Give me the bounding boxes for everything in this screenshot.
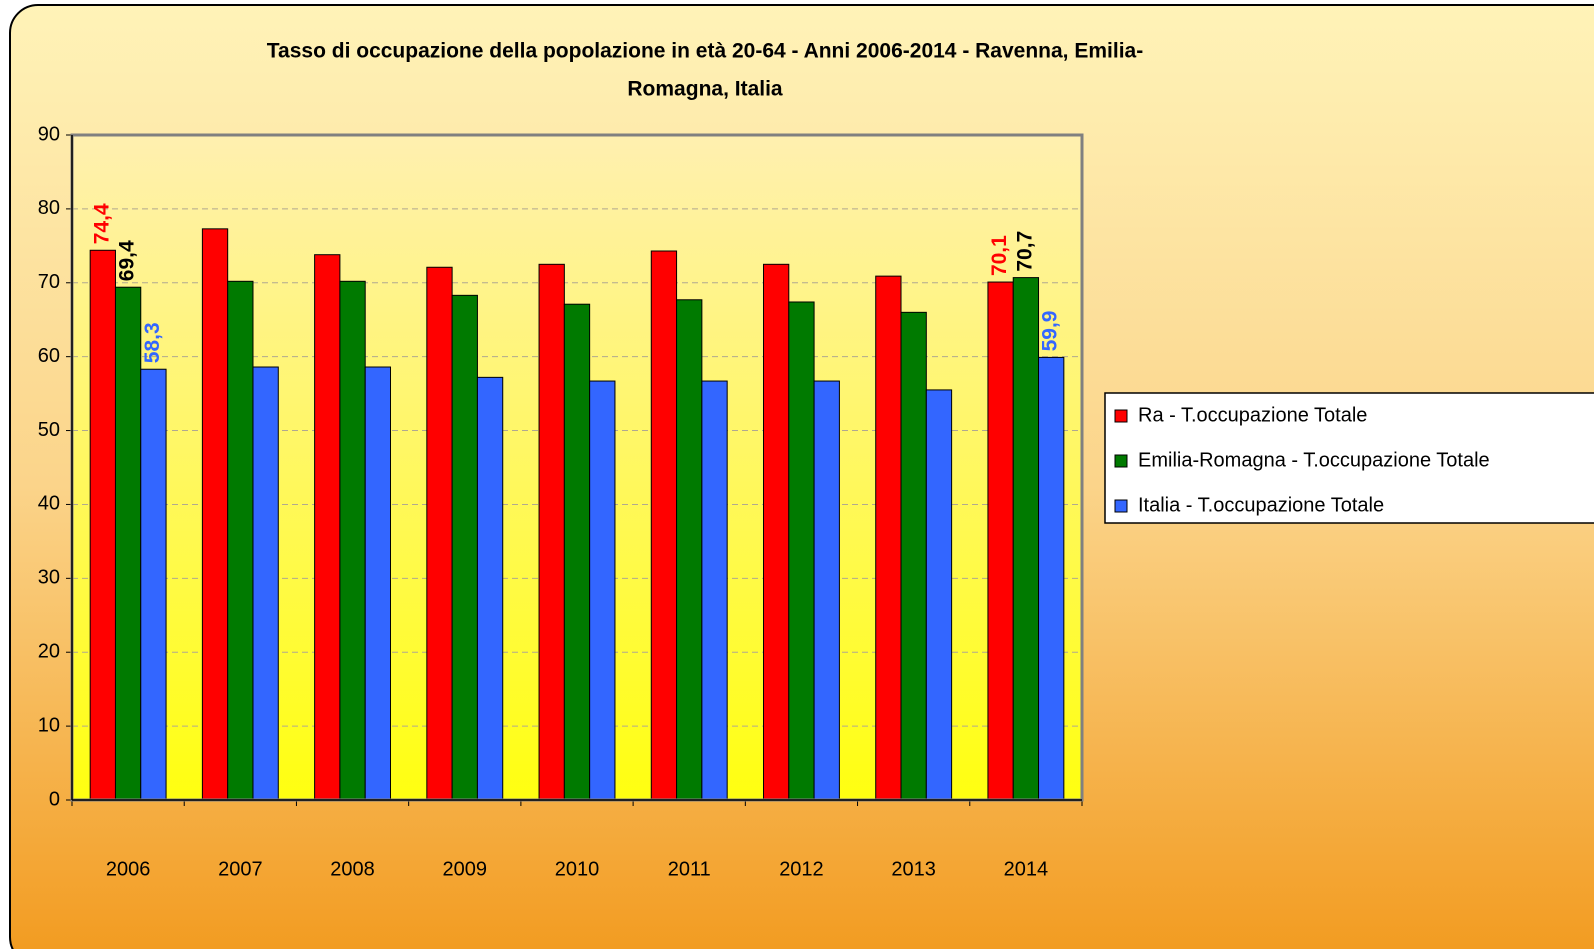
bar — [114, 286, 142, 801]
y-tick-label: 70 — [38, 271, 60, 293]
y-tick-label: 40 — [38, 493, 60, 515]
x-tick-label: 2009 — [443, 858, 488, 880]
bar — [925, 389, 953, 801]
x-tick-label: 2014 — [1004, 858, 1049, 880]
bar — [476, 376, 504, 801]
x-tick-label: 2010 — [555, 858, 600, 880]
chart-title: Romagna, Italia — [627, 78, 783, 101]
data-label: 59,9 — [1039, 311, 1062, 352]
bar — [364, 366, 392, 801]
y-tick-label: 90 — [38, 123, 60, 145]
bar — [339, 280, 366, 801]
bar — [788, 301, 815, 801]
bar — [987, 281, 1014, 801]
x-tick-label: 2012 — [779, 858, 824, 880]
data-label: 69,4 — [116, 240, 139, 281]
bar — [538, 263, 565, 801]
bar — [227, 280, 254, 801]
x-tick-label: 2008 — [330, 858, 375, 880]
bar — [762, 263, 790, 801]
bar — [451, 294, 478, 801]
bar — [1012, 277, 1040, 801]
legend-marker — [1114, 454, 1128, 468]
x-tick-label: 2013 — [891, 858, 936, 880]
bar — [701, 380, 728, 801]
bar — [563, 303, 591, 801]
bar — [201, 228, 229, 801]
y-tick-label: 30 — [38, 567, 60, 589]
legend-marker — [1114, 409, 1128, 423]
y-tick-label: 60 — [38, 345, 60, 367]
bar — [426, 266, 453, 801]
legend-marker — [1114, 499, 1128, 513]
y-tick-label: 50 — [38, 419, 60, 441]
bar — [89, 249, 116, 801]
y-tick-label: 0 — [49, 788, 60, 810]
bar — [875, 275, 902, 801]
bar — [1038, 356, 1065, 801]
bar — [589, 380, 616, 801]
legend-box — [1104, 392, 1594, 524]
bar — [900, 311, 927, 801]
legend-label: Emilia-Romagna - T.occupazione Totale — [1138, 449, 1490, 471]
legend-label: Ra - T.occupazione Totale — [1138, 404, 1367, 426]
data-label: 74,4 — [90, 203, 113, 244]
bar — [676, 299, 703, 801]
x-tick-label: 2006 — [106, 858, 151, 880]
bar — [813, 380, 840, 801]
data-label: 70,1 — [988, 235, 1011, 276]
data-label: 58,3 — [141, 322, 164, 363]
bar — [252, 366, 279, 801]
legend-label: Italia - T.occupazione Totale — [1138, 494, 1384, 516]
bar — [314, 254, 341, 801]
chart-title: Tasso di occupazione della popolazione i… — [267, 40, 1143, 63]
bar — [650, 250, 678, 801]
x-tick-label: 2007 — [218, 858, 263, 880]
x-tick-label: 2011 — [668, 858, 711, 880]
bar — [140, 368, 167, 801]
y-tick-label: 10 — [38, 714, 60, 736]
y-tick-label: 80 — [38, 197, 60, 219]
data-label: 70,7 — [1013, 231, 1036, 272]
y-tick-label: 20 — [38, 641, 60, 663]
